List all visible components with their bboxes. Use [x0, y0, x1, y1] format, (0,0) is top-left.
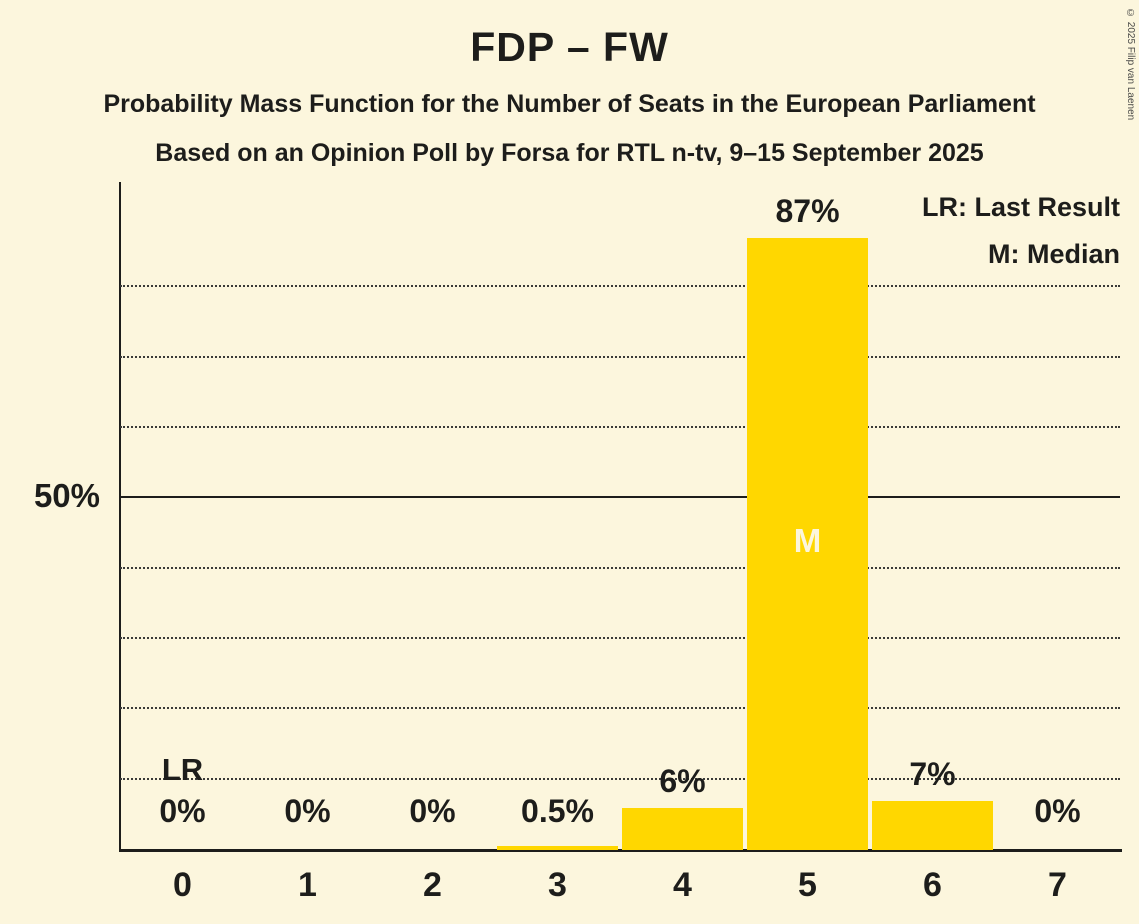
- gridline-70pct: [120, 355, 1120, 358]
- bar-value-label-seat-1: 0%: [284, 793, 331, 829]
- gridline-60pct: [120, 426, 1120, 429]
- bar-value-label-seat-6: 7%: [909, 755, 956, 792]
- median-marker: M: [793, 522, 822, 560]
- copyright: © 2025 Filip van Laenen: [1125, 8, 1136, 121]
- x-axis: [119, 849, 1122, 852]
- plot-area: 0% LR 0% 0% 0.5% 6% 87% M 7% 0%: [120, 182, 1120, 850]
- x-tick-label-0: 0: [173, 866, 192, 904]
- bar-value-label-seat-3: 0.5%: [521, 793, 594, 829]
- legend-median: M: Median: [988, 239, 1120, 269]
- bar-value-label-seat-2: 0%: [409, 793, 456, 829]
- gridline-40pct: [120, 566, 1120, 569]
- gridline-10pct: [120, 777, 1120, 780]
- bar-seat-4: [622, 807, 743, 850]
- x-tick-label-6: 6: [923, 866, 942, 904]
- bar-value-label-seat-0: 0%: [159, 793, 206, 829]
- gridline-20pct: [120, 707, 1120, 710]
- gridline-50pct: [120, 496, 1120, 499]
- gridline-80pct: [120, 285, 1120, 288]
- bar-seat-6: [872, 800, 993, 850]
- chart-poll-info: Based on an Opinion Poll by Forsa for RT…: [155, 139, 984, 167]
- bar-seat-3: [497, 846, 618, 850]
- gridline-30pct: [120, 637, 1120, 640]
- chart-title: FDP – FW: [470, 24, 669, 70]
- y-axis: [119, 182, 121, 850]
- chart-subtitle: Probability Mass Function for the Number…: [103, 90, 1036, 118]
- bar-value-label-seat-5: 87%: [775, 193, 840, 230]
- x-tick-label-7: 7: [1048, 866, 1067, 904]
- bar-seat-5: [747, 238, 868, 850]
- bar-value-label-seat-7: 0%: [1034, 793, 1081, 829]
- y-axis-50-label: 50%: [33, 477, 100, 514]
- last-result-marker: LR: [161, 752, 204, 787]
- legend-last-result: LR: Last Result: [921, 192, 1120, 222]
- bar-value-label-seat-4: 6%: [659, 762, 706, 799]
- x-axis-labels: 0 1 2 3 4 5 6 7: [120, 866, 1120, 916]
- legend: LR: Last Result M: Median: [922, 184, 1120, 278]
- x-tick-label-5: 5: [798, 866, 817, 904]
- x-tick-label-2: 2: [423, 866, 442, 904]
- x-tick-label-4: 4: [673, 866, 692, 904]
- x-tick-label-1: 1: [298, 866, 317, 904]
- x-tick-label-3: 3: [548, 866, 567, 904]
